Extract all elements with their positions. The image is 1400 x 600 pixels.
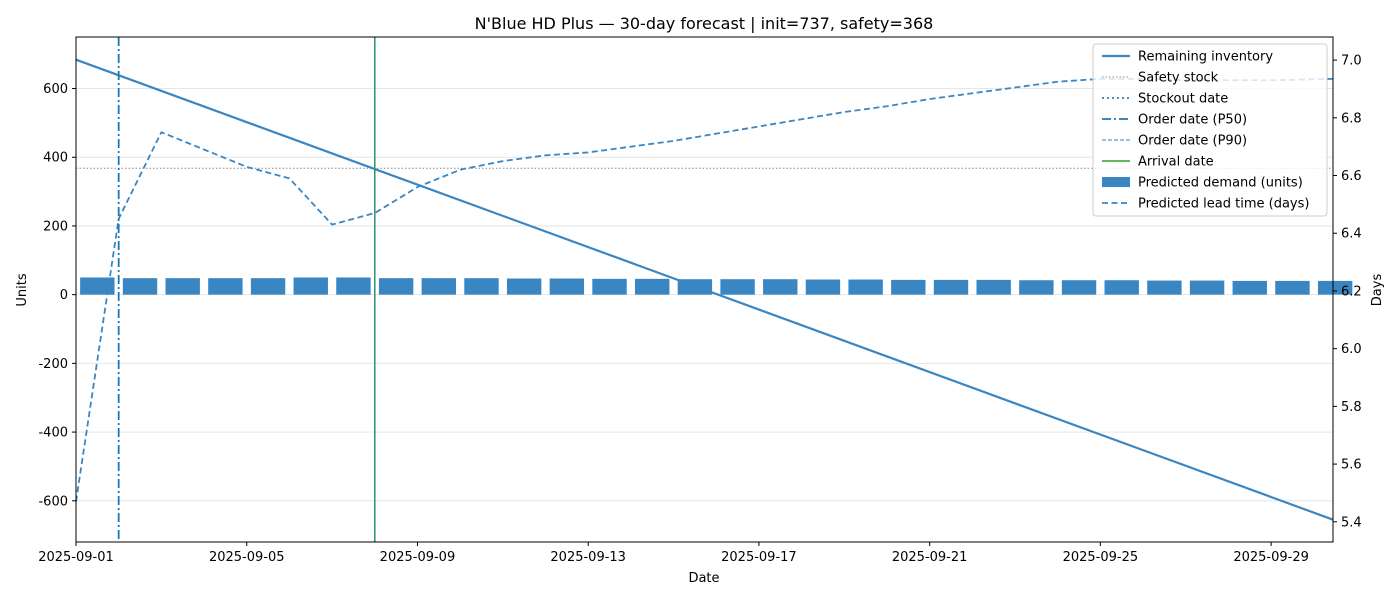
x-tick-label: 2025-09-05 [209,550,285,565]
demand-bar [720,279,755,295]
demand-bar [848,279,883,295]
legend-label: Remaining inventory [1138,50,1273,65]
demand-bar [763,279,798,295]
legend-label: Safety stock [1138,71,1219,86]
legend-swatch [1102,177,1130,187]
x-tick-label: 2025-09-13 [550,550,626,565]
demand-bar [464,278,499,295]
demand-bars [80,277,1353,295]
y-tick-label-right: 7.0 [1341,54,1362,69]
y-tick-label-left: 400 [43,151,68,166]
demand-bar [635,278,670,295]
demand-bar [1317,280,1353,295]
demand-bar [1104,280,1139,295]
x-tick-label: 2025-09-25 [1063,550,1139,565]
x-tick-label: 2025-09-01 [38,550,114,565]
demand-bar [378,278,414,295]
y-tick-label-right: 5.8 [1341,400,1362,415]
demand-bar [165,278,200,295]
legend-label: Predicted lead time (days) [1138,197,1309,212]
x-tick-label: 2025-09-29 [1233,550,1309,565]
y-tick-label-left: 600 [43,82,68,97]
demand-bar [805,279,841,295]
x-axis-label: Date [688,571,719,586]
demand-bar [80,277,115,295]
y-axis-left-label: Units [15,273,30,306]
demand-bar [1147,280,1182,295]
demand-bar [891,279,926,295]
y-axis-right-label: Days [1370,274,1385,307]
y-tick-label-right: 5.6 [1341,458,1362,473]
y-tick-label-right: 6.4 [1341,227,1362,242]
legend: Remaining inventory Safety stock Stockout … [1092,43,1328,217]
y-tick-label-right: 6.6 [1341,169,1362,184]
legend-label: Stockout date [1138,92,1228,107]
demand-bar [1019,280,1054,295]
y-tick-label-left: -400 [38,426,68,441]
chart-title: N'Blue HD Plus — 30-day forecast | init=… [475,14,934,33]
demand-bar [1232,280,1267,295]
demand-bar [336,277,371,295]
demand-bar [506,278,542,295]
y-tick-label-right: 5.4 [1341,515,1362,530]
remaining-inventory-line [75,58,1334,521]
demand-bar [208,278,243,295]
demand-bar [122,278,158,295]
demand-bar [592,278,627,295]
demand-bar [250,278,286,295]
demand-bar [549,278,585,295]
y-tick-label-right: 6.2 [1341,284,1362,299]
y-tick-label-left: -200 [38,357,68,372]
grid [76,88,1333,502]
x-tick-label: 2025-09-09 [380,550,456,565]
y-tick-label-right: 6.0 [1341,342,1362,357]
legend-box [1092,43,1328,217]
demand-bar [976,279,1011,295]
y-tick-label-left: -600 [38,494,68,509]
y-tick-label-left: 200 [43,219,68,234]
legend-label: Order date (P90) [1138,134,1247,149]
legend-label: Arrival date [1138,155,1214,170]
y-tick-label-left: 0 [60,288,68,303]
demand-bar [933,279,969,295]
y-tick-label-right: 6.8 [1341,111,1362,126]
demand-bar [1189,280,1225,295]
demand-bar [1061,280,1097,295]
plot-frame [75,36,1334,543]
legend-label: Predicted demand (units) [1138,176,1303,191]
x-tick-label: 2025-09-21 [892,550,968,565]
demand-bar [421,278,457,295]
x-tick-label: 2025-09-17 [721,550,797,565]
axes: 2025-09-01 2025-09-05 2025-09-09 2025-09-13… [38,36,1362,565]
demand-bar [293,277,328,295]
demand-bar [1275,280,1310,295]
legend-label: Order date (P50) [1138,113,1247,128]
